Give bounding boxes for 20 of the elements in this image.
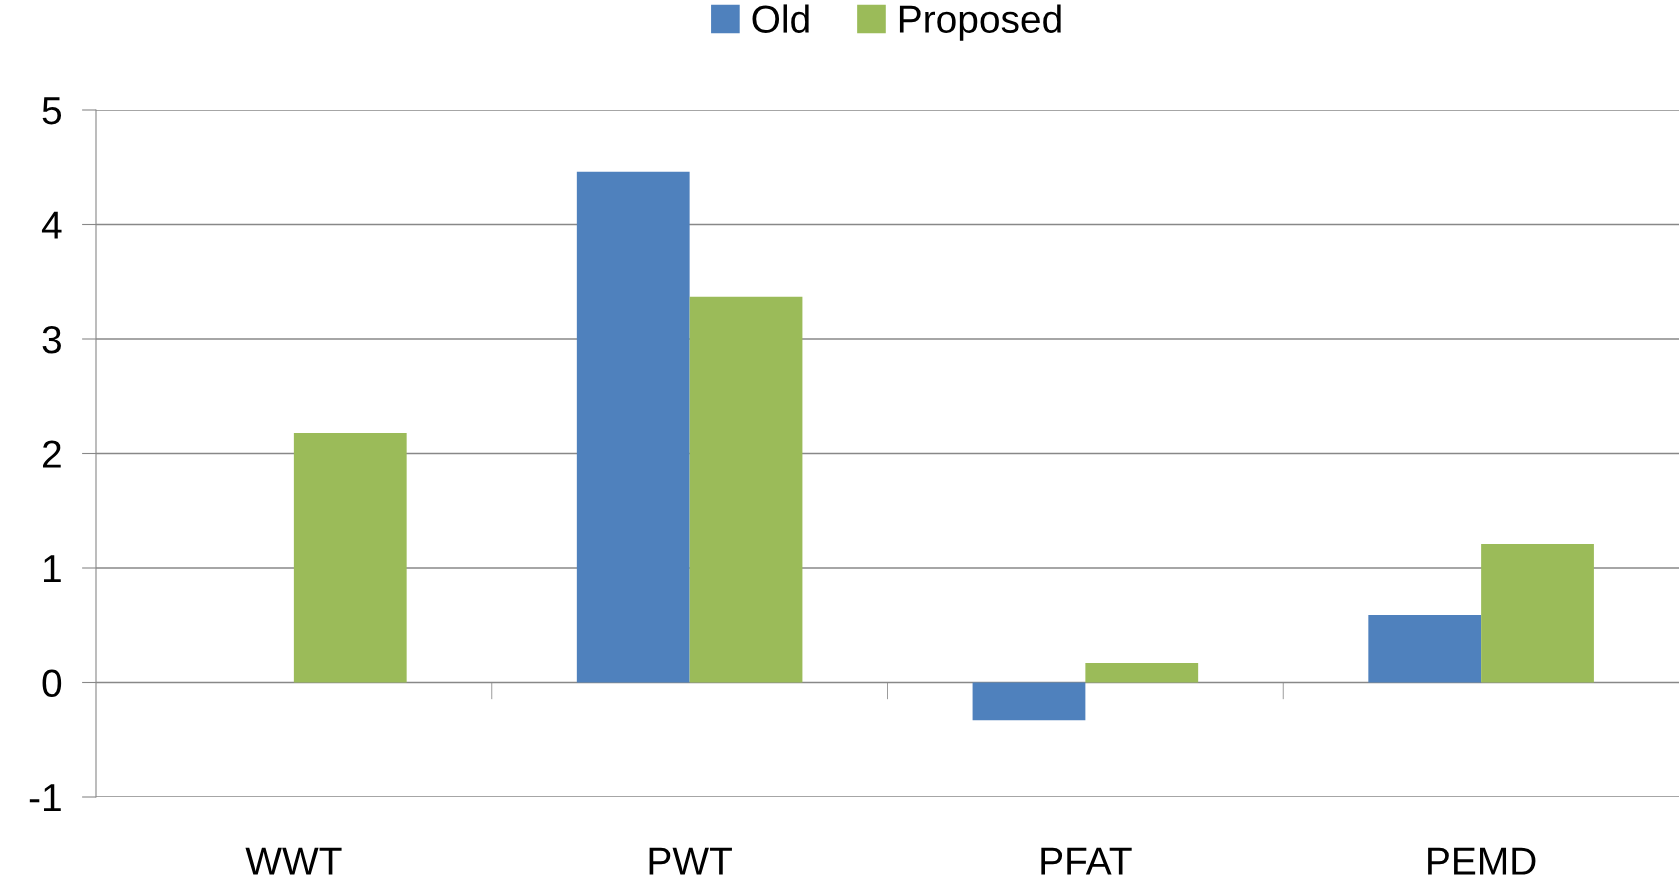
- x-tick-label: PEMD: [1428, 847, 1536, 875]
- y-tick-label: 1: [44, 555, 61, 583]
- legend-label: Old: [752, 4, 809, 33]
- bar: [1481, 543, 1594, 683]
- bar: [1368, 614, 1482, 683]
- legend-label: Proposed: [899, 4, 1061, 41]
- y-tick-label: 0: [42, 669, 62, 697]
- y-tick-label: 4: [41, 211, 62, 239]
- y-tick-label: 3: [42, 325, 61, 354]
- y-tick-label: 5: [42, 97, 62, 125]
- x-tick-label: PWT: [649, 847, 732, 875]
- bar: [972, 682, 1086, 721]
- x-tick-label: WWT: [245, 847, 342, 875]
- bar: [1085, 663, 1199, 683]
- bar: [576, 171, 690, 683]
- x-tick-label: PFAT: [1041, 847, 1132, 875]
- bar: [689, 296, 803, 683]
- y-tick-label: 2: [43, 440, 61, 468]
- y-tick-label: -1: [29, 784, 61, 812]
- bar: [293, 432, 407, 683]
